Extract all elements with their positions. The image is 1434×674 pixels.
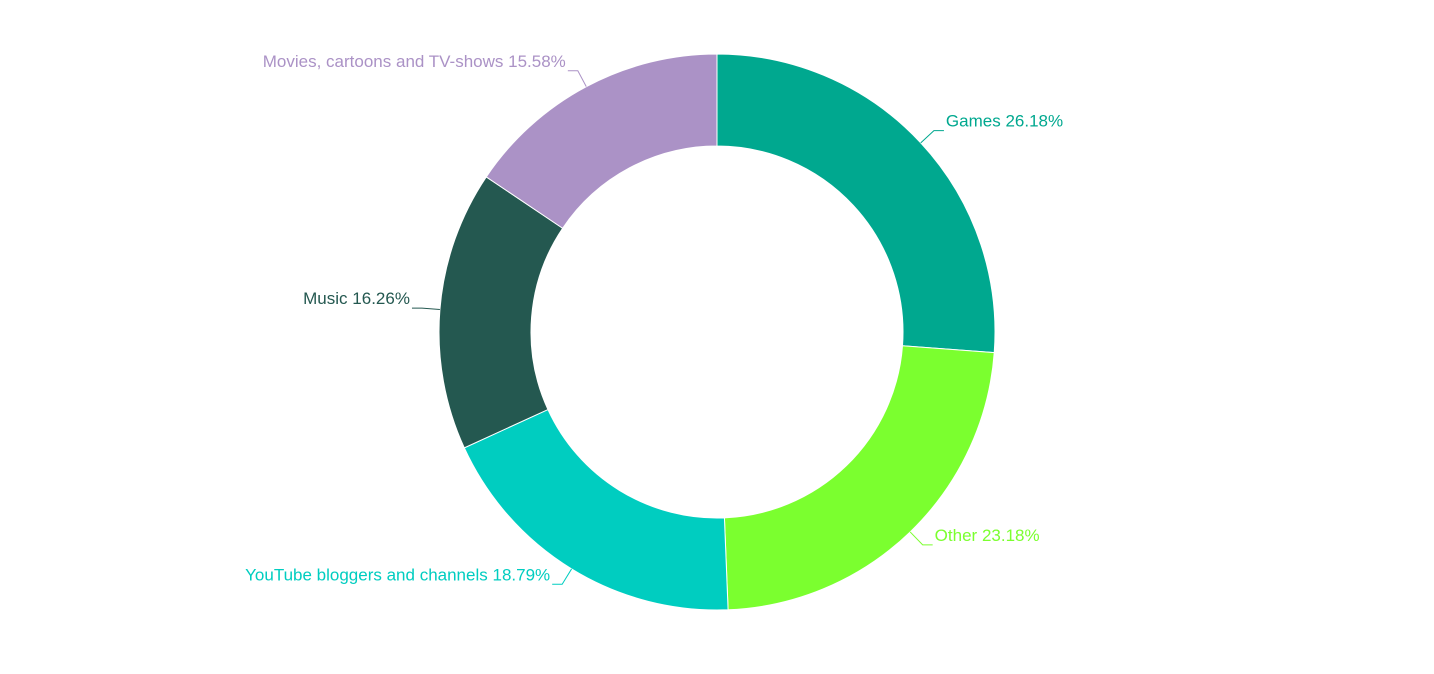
leader-line xyxy=(411,307,440,311)
leader-line xyxy=(920,130,944,144)
slice-label: Movies, cartoons and TV-shows 15.58% xyxy=(263,52,566,71)
slice-category: Games xyxy=(946,112,1001,131)
slice-value: 18.79% xyxy=(492,566,550,585)
slice-category: YouTube bloggers and channels xyxy=(245,566,488,585)
slice-label: Other 23.18% xyxy=(935,526,1040,545)
slice-label: Games 26.18% xyxy=(946,112,1063,131)
slice-category: Movies, cartoons and TV-shows xyxy=(263,52,504,71)
slice-value: 16.26% xyxy=(352,290,410,309)
slice-label: Music 16.26% xyxy=(303,290,410,309)
slice-value: 26.18% xyxy=(1005,112,1063,131)
donut-slice xyxy=(485,53,718,229)
leader-line xyxy=(552,568,573,585)
slice-category: Music xyxy=(303,290,348,309)
leader-line xyxy=(909,531,933,546)
donut-slice xyxy=(438,176,564,449)
donut-slice xyxy=(723,345,995,611)
leader-line xyxy=(567,70,587,87)
slice-category: Other xyxy=(935,526,978,545)
slice-label: YouTube bloggers and channels 18.79% xyxy=(245,566,550,585)
donut-slice xyxy=(716,53,996,354)
slice-value: 15.58% xyxy=(508,52,566,71)
slice-value: 23.18% xyxy=(982,526,1040,545)
